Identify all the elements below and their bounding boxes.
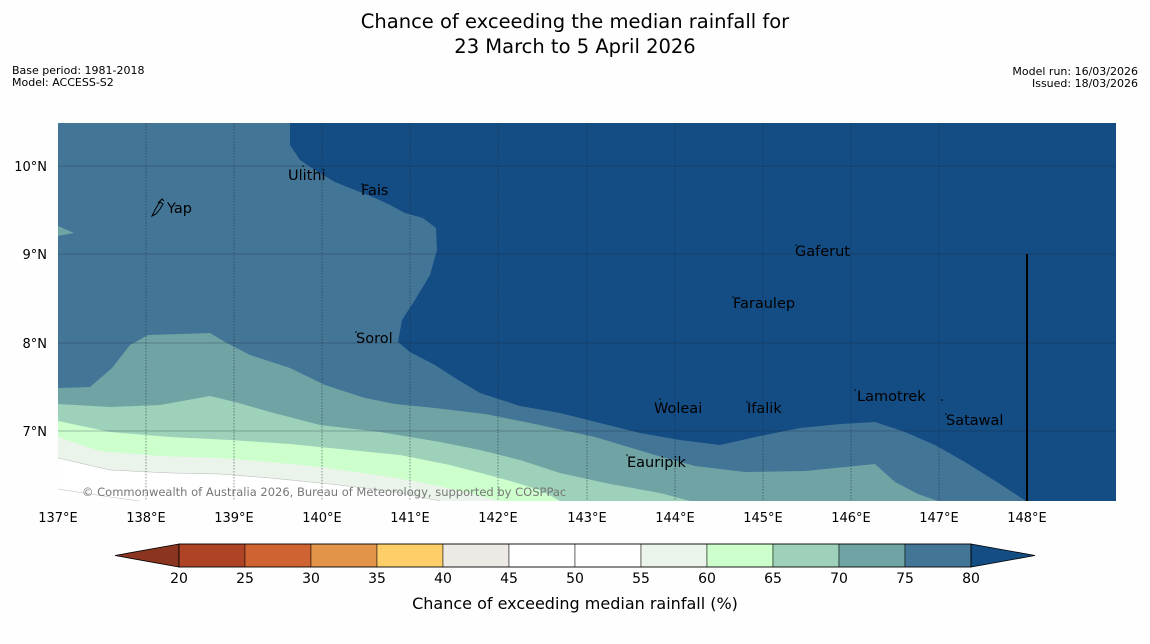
colorbar-over-arrow [970,543,1036,568]
colorbar-segment [640,543,708,568]
band-wedge-left [58,226,74,236]
lon-label-138e: 138°E [126,511,166,526]
cb-tick-65: 65 [764,571,782,587]
place-faraulep: Faraulep [733,296,795,312]
colorbar-segments [178,543,972,568]
cb-tick-35: 35 [368,571,386,587]
title-line-1: Chance of exceeding the median rainfall … [360,10,790,33]
lon-labels: 137°E 138°E 139°E 140°E 141°E 142°E 143°… [38,511,1047,526]
lon-label-148e: 148°E [1007,511,1047,526]
place-woleai: Woleai [654,401,702,417]
lon-label-146e: 146°E [831,511,871,526]
colorbar-label: Chance of exceeding median rainfall (%) [412,594,738,613]
lon-label-140e: 140°E [302,511,342,526]
copyright-notice: © Commonwealth of Australia 2026, Bureau… [82,485,566,499]
place-sorol: Sorol [356,331,393,347]
lon-label-142e: 142°E [478,511,518,526]
lon-label-145e: 145°E [743,511,783,526]
colorbar-segment [244,543,312,568]
lon-label-137e: 137°E [38,511,78,526]
place-eauripik: Eauripik [627,455,686,471]
cb-tick-30: 30 [302,571,320,587]
cb-tick-50: 50 [566,571,584,587]
band-50-55 [58,458,440,501]
contour-lines [58,457,441,501]
model-run: Model run: 16/03/2026 [1012,65,1138,78]
map-area: Ulithi Fais Yap Gaferut Faraulep Sorol L… [58,123,1116,501]
cb-tick-70: 70 [830,571,848,587]
chart-title: Chance of exceeding the median rainfall … [0,9,1150,59]
atoll-dots [302,165,947,456]
colorbar: 20 25 30 35 40 45 50 55 60 65 70 75 80 [114,543,1036,587]
lon-label-147e: 147°E [919,511,959,526]
meta-left: Base period: 1981-2018 Model: ACCESS-S2 [12,65,144,89]
cb-tick-55: 55 [632,571,650,587]
lat-label-8n: 8°N [23,337,48,352]
colorbar-segment [508,543,576,568]
colorbar-segment [376,543,444,568]
place-ulithi: Ulithi [288,168,326,184]
band-over-80 [290,123,1116,501]
place-ifalik: Ifalik [747,401,782,417]
lon-label-143e: 143°E [567,511,607,526]
place-lamotrek: Lamotrek [857,389,926,405]
colorbar-segment [178,543,246,568]
colorbar-under-arrow [114,543,180,568]
colorbar-segment [904,543,972,568]
title-line-2: 23 March to 5 April 2026 [454,35,696,58]
cb-tick-45: 45 [500,571,518,587]
graticule [145,123,940,501]
lat-label-7n: 7°N [23,425,48,440]
lat-labels: 10°N 9°N 8°N 7°N [14,160,47,440]
lon-label-139e: 139°E [214,511,254,526]
cb-tick-60: 60 [698,571,716,587]
meta-right: Model run: 16/03/2026 Issued: 18/03/2026 [1012,66,1138,90]
place-satawal: Satawal [946,413,1003,429]
colorbar-segment [838,543,906,568]
cb-tick-75: 75 [896,571,914,587]
lat-label-9n: 9°N [23,248,48,263]
place-fais: Fais [361,183,388,199]
model-name: Model: ACCESS-S2 [12,76,114,89]
cb-tick-80: 80 [962,571,980,587]
base-period: Base period: 1981-2018 [12,64,145,77]
yap-island-icon [150,198,165,218]
colorbar-segment [772,543,840,568]
place-yap: Yap [166,201,192,217]
colorbar-segment [442,543,510,568]
place-gaferut: Gaferut [795,244,850,260]
cb-tick-40: 40 [434,571,452,587]
lat-label-10n: 10°N [14,160,47,175]
lon-label-141e: 141°E [390,511,430,526]
issued-date: Issued: 18/03/2026 [1031,77,1138,90]
graticule-lat [58,165,1116,432]
cb-tick-20: 20 [170,571,188,587]
colorbar-segment [310,543,378,568]
colorbar-segment [574,543,642,568]
cb-tick-25: 25 [236,571,254,587]
lon-label-144e: 144°E [655,511,695,526]
colorbar-segment [706,543,774,568]
